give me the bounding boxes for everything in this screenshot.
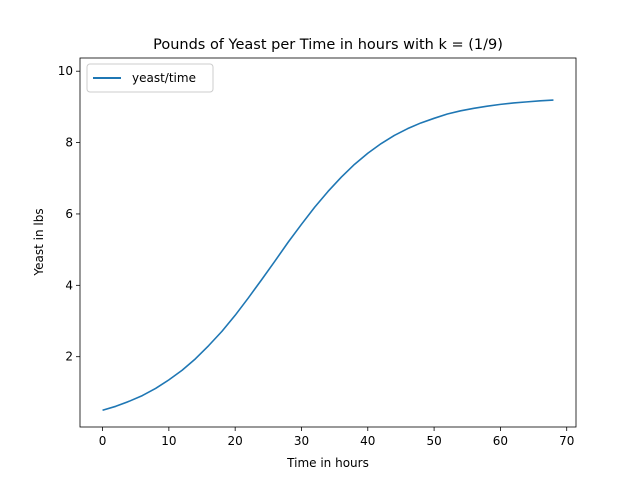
x-axis-label: Time in hours bbox=[286, 456, 369, 470]
chart-title: Pounds of Yeast per Time in hours with k… bbox=[153, 37, 503, 53]
y-tick-label: 10 bbox=[58, 64, 73, 78]
y-axis-label: Yeast in lbs bbox=[32, 208, 46, 276]
y-tick-label: 6 bbox=[65, 207, 73, 221]
legend-box bbox=[86, 63, 214, 93]
legend: yeast/time bbox=[86, 63, 214, 93]
x-tick-label: 40 bbox=[360, 434, 375, 448]
legend-label-yeast-time: yeast/time bbox=[132, 71, 196, 85]
plot-area: 0 10 20 30 40 50 60 70 2 4 6 8 10 bbox=[58, 57, 577, 448]
axes-frame bbox=[79, 57, 577, 428]
y-tick-label: 4 bbox=[65, 278, 73, 292]
y-tick-label: 2 bbox=[65, 350, 73, 364]
x-tick-label: 60 bbox=[493, 434, 508, 448]
x-tick-label: 10 bbox=[161, 434, 176, 448]
series-line-0 bbox=[102, 99, 554, 411]
x-tick-label: 30 bbox=[294, 434, 309, 448]
y-tick-label: 8 bbox=[65, 136, 73, 150]
x-tick-label: 50 bbox=[426, 434, 441, 448]
x-tick-label: 20 bbox=[228, 434, 243, 448]
x-tick-label: 0 bbox=[99, 434, 107, 448]
x-tick-label: 70 bbox=[559, 434, 574, 448]
